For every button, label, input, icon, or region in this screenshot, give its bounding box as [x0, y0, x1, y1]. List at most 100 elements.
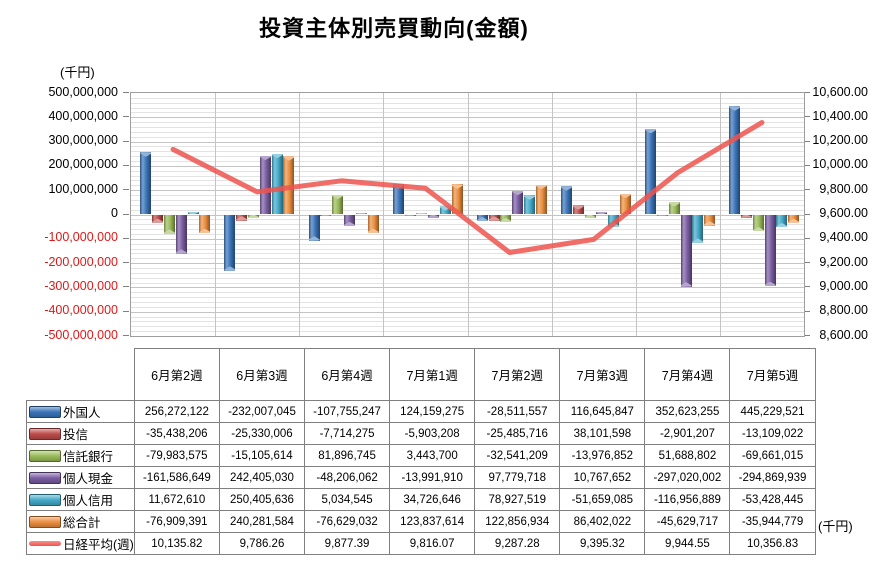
bar-信託銀行-7月第1週: [416, 213, 428, 215]
right-axis-label: 10,000.00: [812, 157, 868, 172]
value-cell: 10,135.82: [133, 532, 220, 555]
week-header-cell: 6月第3週: [218, 348, 306, 401]
bar-総合計-7月第2週: [535, 184, 547, 215]
value-cell: 10,767,652: [559, 466, 646, 489]
legend-cell: 信託銀行: [26, 444, 135, 467]
right-axis-label: 9,000.00: [819, 278, 868, 293]
value-cell: 122,856,934: [474, 510, 561, 533]
right-axis-tick: [804, 237, 810, 239]
left-axis-label: -300,000,000: [44, 278, 118, 293]
category-separator: [635, 93, 637, 336]
legend-swatch-line: [29, 541, 61, 546]
bar-総合計-7月第3週: [619, 193, 631, 215]
legend-swatch-bar: [29, 405, 61, 418]
bar-cap: [308, 236, 320, 241]
bar-cap: [788, 218, 800, 224]
table-row-外国人: 外国人 256,272,122 -232,007,045 -107,755,247 12…: [26, 400, 816, 423]
bar-cap: [236, 216, 248, 221]
table-corner-blank: [27, 349, 135, 401]
value-cell: 116,645,847: [559, 400, 646, 423]
bar-個人現金-7月第3週: [596, 211, 608, 215]
bar-総合計-6月第2週: [199, 214, 211, 234]
bar-外国人-6月第3週: [224, 214, 236, 271]
chart-title: 投資主体別売買動向(金額): [259, 16, 529, 41]
bar-信託銀行-6月第2週: [163, 214, 175, 234]
bar-cap: [584, 214, 596, 218]
value-cell: -79,983,575: [133, 444, 220, 467]
bar-投信-6月第2週: [152, 214, 164, 224]
left-axis-tick: [123, 213, 129, 215]
bar-cap: [535, 184, 547, 190]
data-table: 6月第2週 6月第3週 6月第4週 7月第1週 7月第2週 7月第3週 7月第4週 7月第5週…: [26, 348, 816, 555]
value-cell: 34,726,646: [389, 488, 476, 511]
value-cell: 5,034,545: [304, 488, 391, 511]
category-separator: [467, 93, 469, 336]
bar-cap: [344, 221, 355, 227]
value-cell: -25,330,006: [218, 422, 306, 445]
bar-個人現金-6月第2週: [175, 214, 187, 254]
legend-cell: 投信: [26, 422, 135, 445]
legend-label: 総合計: [63, 516, 101, 530]
right-axis-label: 8,800.00: [819, 303, 868, 318]
left-axis-label: 200,000,000: [48, 157, 118, 172]
bar-cap: [199, 228, 211, 234]
bar-cap: [764, 281, 776, 287]
right-axis-tick: [804, 310, 810, 312]
legend-label: 投信: [63, 428, 89, 442]
value-cell: 78,927,519: [474, 488, 561, 511]
week-header-cell: 7月第3週: [559, 348, 646, 401]
right-axis-label: 9,200.00: [819, 254, 868, 269]
bar-個人現金-7月第2週: [512, 190, 524, 215]
value-cell: 242,405,030: [218, 466, 306, 489]
value-cell: -28,511,557: [474, 400, 561, 423]
bar-総合計-7月第1週: [451, 184, 463, 215]
value-cell: 9,287.28: [474, 532, 561, 555]
right-axis-tick: [804, 189, 810, 191]
left-axis-tick: [123, 262, 129, 264]
left-axis-tick: [123, 116, 129, 118]
bar-個人信用-6月第2週: [187, 211, 199, 215]
left-axis-tick: [123, 286, 129, 288]
bar-cap: [248, 214, 260, 219]
value-cell: -76,629,032: [304, 510, 391, 533]
value-cell: 9,877.39: [304, 532, 391, 555]
value-cell: -7,714,275: [304, 422, 391, 445]
bar-個人現金-7月第1週: [428, 214, 440, 218]
bar-cap: [367, 228, 379, 234]
bar-cap: [271, 153, 283, 159]
right-axis-tick: [804, 116, 810, 118]
value-cell: 97,779,718: [474, 466, 561, 489]
left-axis-tick: [123, 335, 129, 336]
right-axis-tick: [804, 262, 810, 264]
bar-cap: [692, 238, 704, 243]
bar-cap: [645, 128, 657, 134]
value-cell: 86,402,022: [559, 510, 646, 533]
bar-個人信用-7月第4週: [692, 214, 704, 243]
value-cell: 51,688,802: [644, 444, 731, 467]
right-axis-label: 10,400.00: [812, 108, 868, 123]
bar-個人信用-7月第3週: [608, 214, 620, 228]
bar-総合計-6月第3週: [283, 156, 295, 215]
left-axis-unit-label: (千円): [60, 65, 95, 80]
value-cell: -15,105,614: [218, 444, 306, 467]
left-axis-label: 400,000,000: [48, 108, 118, 123]
left-axis-tick: [123, 237, 129, 239]
left-axis-label: 0: [111, 206, 118, 220]
value-cell: 256,272,122: [133, 400, 220, 423]
bar-外国人-7月第2週: [476, 214, 488, 222]
bar-cap: [439, 206, 451, 211]
right-axis-tick: [804, 213, 810, 215]
bar-投信-6月第4週: [320, 214, 332, 217]
left-axis-label: -400,000,000: [44, 303, 118, 318]
bar-cap: [680, 282, 692, 287]
bar-信託銀行-7月第4週: [668, 201, 680, 215]
bar-cap: [572, 205, 584, 210]
bar-cap: [163, 229, 175, 234]
legend-cell: 日経平均(週): [26, 532, 135, 555]
left-axis-tick: [123, 189, 129, 191]
category-separator: [551, 93, 553, 336]
legend-swatch-bar: [29, 515, 61, 528]
bar-cap: [187, 211, 199, 215]
value-cell: -294,869,939: [729, 466, 816, 489]
value-cell: 250,405,636: [218, 488, 306, 511]
